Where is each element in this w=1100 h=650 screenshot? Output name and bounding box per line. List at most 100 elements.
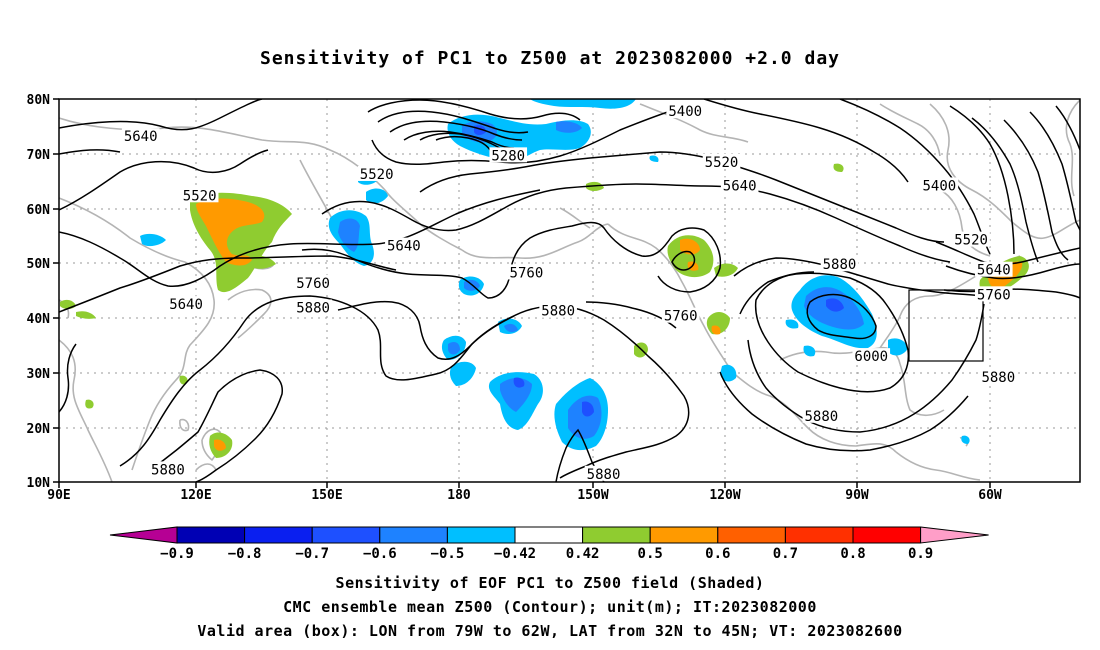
contour-label: 5520 [183, 188, 217, 204]
contour-label: 5880 [541, 304, 575, 320]
contour-label: 5880 [151, 462, 185, 478]
colorbar-label: −0.8 [228, 546, 262, 562]
contour-label-bg [180, 187, 219, 203]
lon-label: 90W [845, 488, 869, 503]
contour-label: 5880 [823, 257, 857, 273]
contour-label-bg [167, 296, 205, 312]
contour-label-bg [820, 256, 859, 272]
lat-label: 80N [27, 93, 51, 108]
colorbar-label: −0.42 [494, 546, 536, 562]
colorbar-label: 0.9 [908, 546, 933, 562]
colorbar-label: −0.5 [431, 546, 465, 562]
positive-sensitivity-core [196, 198, 1023, 451]
contour-label-bg [920, 177, 959, 193]
colorbar-label: −0.6 [363, 546, 397, 562]
lat-label: 70N [27, 148, 51, 163]
colorbar-label: 0.6 [705, 546, 730, 562]
lon-label: 180 [447, 488, 471, 503]
contour-label-bg [294, 299, 332, 315]
lat-label: 10N [27, 476, 51, 491]
lat-label: 60N [27, 203, 51, 218]
colorbar-label: −0.7 [295, 546, 329, 562]
contour-label: 5760 [664, 309, 698, 325]
contour-label: 5640 [124, 129, 158, 145]
contour-label: 5280 [491, 148, 525, 164]
contour-label: 5880 [587, 467, 621, 483]
colorbar-triangle-high [920, 526, 989, 544]
lon-label: 120E [180, 488, 211, 503]
lon-label: 120W [709, 488, 740, 503]
colorbar-swatch [852, 526, 922, 544]
caption-contour: CMC ensemble mean Z500 (Contour); unit(m… [283, 598, 817, 616]
lat-label: 30N [27, 367, 51, 382]
colorbar-swatch [649, 526, 719, 544]
contour-label: 5520 [705, 155, 739, 171]
contour-label-bg [666, 103, 705, 119]
contour-label: 5640 [387, 239, 421, 255]
contour-label-bg [979, 368, 1018, 384]
colorbar-triangle-low [109, 526, 178, 544]
contour-label: 5880 [296, 300, 330, 316]
contour-label-bg [539, 302, 577, 318]
contour-label: 5760 [510, 265, 544, 281]
contour-label: 5880 [804, 409, 838, 425]
lat-label: 20N [27, 422, 51, 437]
caption-valid-area: Valid area (box): LON from 79W to 62W, L… [197, 622, 903, 640]
colorbar-swatch [717, 526, 786, 544]
contour-label: 5400 [922, 178, 956, 194]
contour-label-bg [974, 261, 1013, 277]
contour-label: 5640 [169, 297, 203, 313]
colorbar-labels: −0.9 −0.8 −0.7 −0.6 −0.5 −0.42 0.42 0.5 0.6 0.7 0.… [160, 546, 933, 562]
colorbar-label: 0.42 [566, 546, 600, 562]
colorbar-swatch [582, 526, 651, 544]
map-layers: 5640 5280 5400 5520 5520 5520 5640 5400 5520 5640… [59, 99, 1080, 483]
colorbar-label: −0.9 [160, 546, 194, 562]
lat-label: 40N [27, 312, 51, 327]
contour-label: 5520 [954, 233, 988, 249]
contour-label: 6000 [854, 349, 888, 365]
colorbar-label: 0.5 [638, 546, 663, 562]
contour-label-bg [489, 147, 528, 163]
contour-label-bg [294, 274, 332, 290]
colorbar-swatch [311, 526, 381, 544]
lon-label: 150E [311, 488, 342, 503]
contour-label-bg [702, 153, 741, 169]
contour-label: 5520 [360, 167, 394, 183]
contour-label: 5760 [296, 276, 330, 292]
contour-label-bg [584, 465, 623, 481]
colorbar-swatch [514, 526, 584, 544]
map-title: Sensitivity of PC1 to Z500 at 2023082000… [259, 48, 840, 69]
contour-label: 5640 [723, 178, 757, 194]
contour-label: 5640 [977, 263, 1011, 279]
map-frame [58, 98, 1081, 483]
z500-contours [59, 99, 1080, 482]
lon-label: 90E [47, 488, 70, 503]
colorbar-swatch [176, 526, 246, 544]
contour-labels: 5640 5280 5400 5520 5520 5520 5640 5400 5520 5640… [121, 103, 1018, 483]
contour-label-bg [661, 307, 700, 323]
contour-label: 5880 [981, 370, 1015, 386]
valid-area-box [908, 289, 984, 362]
contour-label-bg [385, 237, 423, 253]
colorbar-swatch [446, 526, 516, 544]
contour-label-bg [802, 407, 841, 423]
contour-label: 5760 [977, 287, 1011, 303]
colorbar [109, 526, 989, 544]
lon-label: 150W [577, 488, 608, 503]
contour-label-bg [852, 348, 891, 364]
contour-label-bg [974, 286, 1013, 302]
colorbar-swatch [784, 526, 854, 544]
axis-ticks [53, 98, 991, 488]
contour-label-bg [149, 461, 187, 477]
contour-label-bg [121, 128, 160, 144]
lat-label: 50N [27, 257, 51, 272]
contour-label-bg [357, 165, 396, 181]
colorbar-swatch [379, 526, 448, 544]
contour-label: 5400 [668, 104, 702, 120]
negative-sensitivity-strong [474, 125, 844, 417]
colorbar-label: 0.7 [773, 546, 798, 562]
contour-label-bg [720, 177, 759, 193]
colorbar-label: 0.8 [840, 546, 865, 562]
contour-label-bg [507, 264, 546, 280]
